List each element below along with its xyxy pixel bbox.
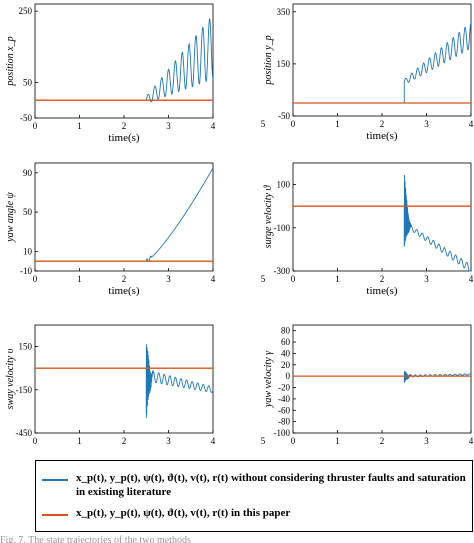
x-tick-label: 1 [77,274,82,284]
legend: x_p(t), y_p(t), ψ(t), ϑ(t), v(t), r(t) w… [35,460,473,532]
x-tick-label: 4 [211,436,216,446]
y-tick-label: -10 [20,266,32,276]
y-tick-label: -80 [278,417,290,427]
y-tick-label: 350 [277,7,291,17]
x-tick-label: 2 [380,119,385,129]
x-tick-label: 3 [166,274,171,284]
x-tick-label: 2 [122,436,127,446]
y-axis-label: position y_p [263,35,274,85]
x-axis-label: time(s) [366,130,397,142]
x-tick-label: 0 [291,436,296,446]
y-tick-label: 100 [277,180,291,190]
y-axis-label: yaw velocity γ [263,350,274,408]
plot-frame [34,162,214,272]
plot-frame [34,3,214,119]
x-tick-label: 4 [469,274,474,284]
series-line-blue [145,17,214,103]
legend-label-orange: x_p(t), y_p(t), ψ(t), ϑ(t), v(t), r(t) i… [76,507,291,519]
y-tick-label: -100 [274,428,291,438]
x-tick-label: 1 [77,436,82,446]
subplot-5: 0 1 2 3 4 150 -150 -450 sway velocity υ [5,324,216,446]
y-axis-label: yaw angle ψ [5,191,16,242]
x-tick-label: 3 [424,436,429,446]
y-tick-label: 150 [19,342,33,352]
x-tick-label: 3 [166,436,171,446]
x-tick-label: 3 [166,121,171,131]
y-tick-label: 0 [286,371,291,381]
x-tick-label: 0 [291,119,296,129]
x-tick-label: 0 [291,274,296,284]
plot-frame [292,3,472,117]
y-axis-label: surge velocity ϑ [263,184,274,248]
x-tick-label: 1 [77,121,82,131]
x-tick-label: 4 [469,119,474,129]
x-tick-label: 2 [122,121,127,131]
y-tick-label: 10 [23,246,33,256]
y-tick-label: -40 [278,394,290,404]
y-tick-label: 250 [19,6,33,16]
x-axis-label: time(s) [366,285,397,297]
legend-entry-blue: x_p(t), y_p(t), ψ(t), ϑ(t), v(t), r(t) w… [42,471,466,499]
y-tick-label: 20 [281,360,291,370]
x-tick-label: 0 [33,121,38,131]
y-tick-label: 150 [277,59,291,69]
y-tick-label: 40 [281,348,291,358]
plot-frame [292,324,472,434]
legend-entry-orange: x_p(t), y_p(t), ψ(t), ϑ(t), v(t), r(t) i… [42,506,466,520]
x-tick-label: 4 [211,274,216,284]
x-tick-label: 2 [122,274,127,284]
subplot-1: 0 1 2 3 4 250 50 -50 time(s) position x_p [5,3,216,144]
plot-frame [292,162,472,272]
figure-caption: Fig. 7. The state trajectories of the tw… [0,535,191,543]
y-tick-label: -60 [278,405,290,415]
x-tick-label: 1 [335,274,340,284]
x-tick-label: 5 [261,274,266,284]
y-tick-label: 80 [281,326,291,336]
legend-label-blue: x_p(t), y_p(t), ψ(t), ϑ(t), v(t), r(t) w… [76,472,466,498]
y-tick-label: -50 [20,113,32,123]
y-tick-label: -450 [16,428,33,438]
x-tick-label: 3 [424,274,429,284]
y-tick-label: 60 [281,337,291,347]
subplot-2: 5 0 1 2 3 4 350 150 -50 time(s) position y_p [261,3,474,142]
y-tick-label: -20 [278,383,290,393]
x-tick-label: 5 [261,119,266,129]
y-tick-label: -300 [274,266,291,276]
subplot-4: 5 0 1 2 3 4 100 -100 -300 time(s) surge velocity ϑ [261,162,474,297]
x-axis-label: time(s) [108,132,139,144]
x-tick-label: 2 [380,274,385,284]
series-line-blue [403,174,472,272]
x-axis-label: time(s) [108,285,139,297]
x-tick-label: 3 [424,119,429,129]
x-tick-label: 1 [335,119,340,129]
x-tick-label: 5 [261,436,266,446]
series-line-blue [145,167,214,263]
legend-swatch-blue [42,479,68,481]
y-tick-label: -50 [278,111,290,121]
y-axis-label: position x_p [5,36,16,86]
y-tick-label: -150 [16,385,33,395]
y-tick-label: 50 [23,77,33,87]
x-tick-label: 1 [335,436,340,446]
x-tick-label: 4 [469,436,474,446]
y-tick-label: -100 [274,223,291,233]
plot-frame [34,324,214,434]
legend-swatch-orange [42,514,68,516]
subplot-3: 0 1 2 3 4 90 50 10 -10 time(s) yaw angle ψ [5,162,216,297]
y-tick-label: 50 [23,207,33,217]
y-tick-label: 90 [23,168,33,178]
x-tick-label: 0 [33,436,38,446]
series-line-blue [145,344,214,419]
y-axis-label: sway velocity υ [5,348,16,409]
x-tick-label: 0 [33,274,38,284]
series-line-blue [403,22,472,103]
x-tick-label: 2 [380,436,385,446]
x-tick-label: 4 [211,121,216,131]
